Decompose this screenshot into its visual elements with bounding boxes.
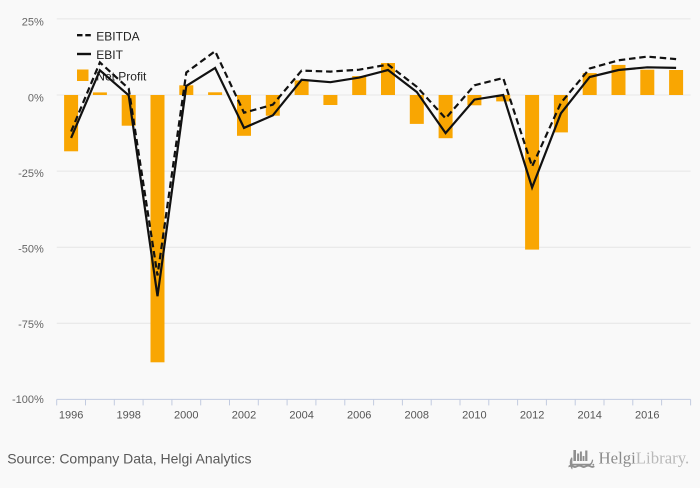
svg-text:25%: 25%: [22, 17, 44, 29]
svg-text:2006: 2006: [347, 410, 371, 422]
svg-text:EBITDA: EBITDA: [96, 29, 139, 43]
svg-text:-50%: -50%: [18, 244, 44, 256]
svg-text:2012: 2012: [520, 410, 544, 422]
svg-text:2004: 2004: [289, 410, 313, 422]
svg-text:2002: 2002: [232, 410, 256, 422]
svg-text:2010: 2010: [462, 410, 486, 422]
svg-text:2008: 2008: [405, 410, 429, 422]
svg-text:0%: 0%: [28, 93, 44, 105]
svg-text:2000: 2000: [174, 410, 198, 422]
svg-text:2016: 2016: [635, 410, 659, 422]
svg-text:-25%: -25%: [18, 168, 44, 180]
svg-text:HelgiLibrary.: HelgiLibrary.: [599, 449, 690, 468]
svg-text:EBIT: EBIT: [96, 48, 123, 62]
svg-text:2014: 2014: [577, 410, 601, 422]
svg-text:-100%: -100%: [12, 394, 44, 406]
svg-text:Net Profit: Net Profit: [96, 69, 147, 83]
svg-text:-75%: -75%: [18, 319, 44, 331]
svg-text:Source: Company Data, Helgi An: Source: Company Data, Helgi Analytics: [7, 451, 251, 467]
svg-text:1998: 1998: [116, 410, 140, 422]
svg-text:1996: 1996: [59, 410, 83, 422]
